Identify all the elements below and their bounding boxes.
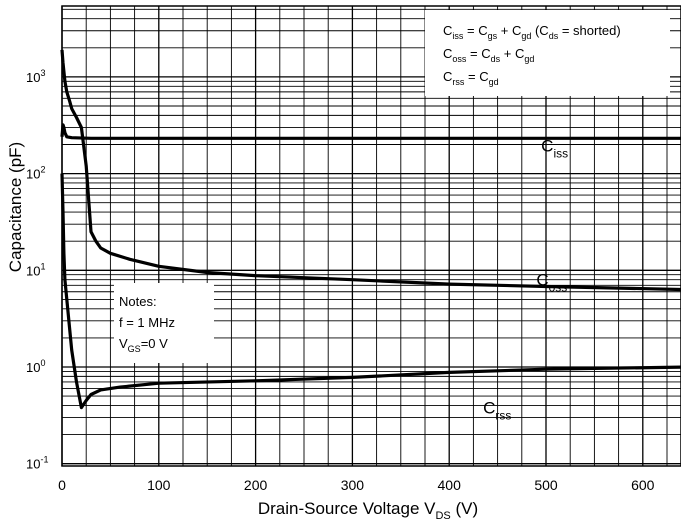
series-label-coss: Coss: [536, 270, 567, 294]
series-line-crss: [60, 173, 681, 410]
x-tick-label: 300: [341, 477, 365, 493]
notes-box: Notes: f = 1 MHz VGS=0 V: [114, 283, 214, 363]
notes-background: [114, 283, 214, 363]
x-tick-label: 100: [147, 477, 171, 493]
chart-grid: [61, 5, 681, 467]
formula-ciss: Ciss = Cgs + Cgd (Cds = shorted): [443, 23, 621, 41]
chart-series-labels: Ciss Coss Crss: [483, 136, 568, 422]
series-line-coss: [60, 49, 681, 292]
chart-series: [60, 49, 681, 410]
x-tick-label: 400: [438, 477, 462, 493]
formula-crss: Crss = Cgd: [443, 69, 499, 87]
x-axis-title: Drain-Source Voltage VDS (V): [258, 499, 478, 522]
formula-legend-background: [425, 10, 670, 96]
y-axis-title: Capacitance (pF): [6, 142, 25, 272]
notes-title: Notes:: [119, 294, 157, 309]
x-tick-label: 500: [534, 477, 558, 493]
series-label-ciss: Ciss: [541, 136, 568, 160]
x-tick-label: 600: [631, 477, 655, 493]
formula-legend-box: Ciss = Cgs + Cgd (Cds = shorted) Coss = …: [425, 10, 670, 96]
series-label-crss: Crss: [483, 399, 511, 423]
y-tick-label: 100: [26, 358, 45, 375]
y-tick-label: 101: [26, 261, 45, 278]
notes-frequency: f = 1 MHz: [119, 315, 175, 330]
y-tick-label: 103: [26, 68, 45, 85]
y-tick-label: 102: [26, 165, 45, 182]
x-tick-label: 200: [244, 477, 268, 493]
formula-coss: Coss = Cds + Cgd: [443, 46, 534, 64]
x-tick-label: 0: [58, 477, 66, 493]
series-line-ciss: [60, 123, 681, 140]
chart-tick-labels: 0 100 200 300 400 500 600 10-1 100 101 102 103: [26, 68, 655, 493]
y-tick-label: 10-1: [26, 455, 48, 472]
notes-vgs: VGS=0 V: [119, 336, 168, 354]
